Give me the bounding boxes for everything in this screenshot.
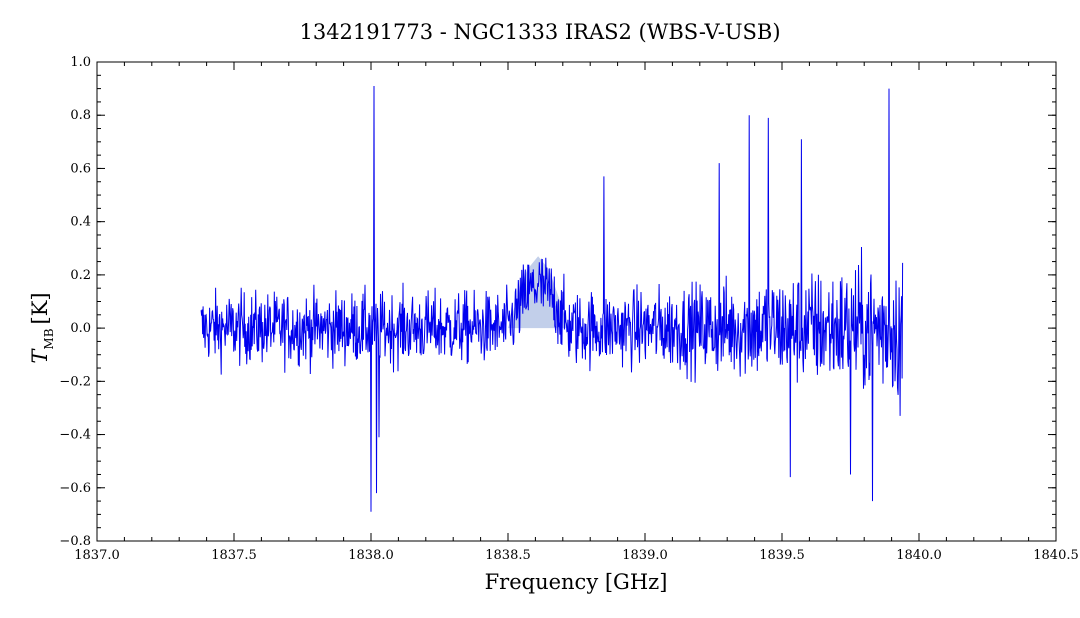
x-tick-label: 1839.5 <box>759 548 805 563</box>
spectrum-series <box>200 85 904 512</box>
svg-text:TMB[K]: TMB [K] <box>28 292 56 363</box>
y-axis-label-unit: [K] <box>28 292 52 324</box>
y-tick-label: 0.6 <box>70 161 91 176</box>
y-axis-label-symbol: T <box>28 348 52 364</box>
y-tick-label: 1.0 <box>70 55 91 70</box>
x-tick-label: 1839.0 <box>622 548 668 563</box>
y-axis-label-subscript: MB <box>42 328 56 349</box>
y-tick-label: 0.4 <box>70 215 91 230</box>
y-tick-label: −0.2 <box>59 374 91 389</box>
x-axis-ticks: 1837.0 1837.5 1838.0 1838.5 1839.0 1839.5 1840… <box>74 62 1079 563</box>
chart-title: 1342191773 - NGC1333 IRAS2 (WBS-V-USB) <box>299 20 780 44</box>
y-tick-label: −0.4 <box>59 428 91 443</box>
y-axis-label: TMB [K] <box>28 292 56 363</box>
x-tick-label: 1840.5 <box>1033 548 1079 563</box>
y-tick-label: −0.6 <box>59 481 91 496</box>
y-tick-label: 0.2 <box>70 268 91 283</box>
x-tick-label: 1837.0 <box>74 548 120 563</box>
x-axis-label: Frequency [GHz] <box>485 570 668 594</box>
spectrum-line <box>200 85 904 512</box>
x-tick-label: 1837.5 <box>211 548 257 563</box>
x-tick-label: 1838.5 <box>485 548 531 563</box>
y-axis-ticks: −0.8 −0.6 −0.4 −0.2 0.0 0.2 0.4 0.6 0.8 1.0 <box>59 55 1056 549</box>
y-tick-label: −0.8 <box>59 534 91 549</box>
x-tick-label: 1838.0 <box>348 548 394 563</box>
x-tick-label: 1840.0 <box>896 548 942 563</box>
plot-area <box>200 85 904 512</box>
y-tick-label: 0.8 <box>70 108 91 123</box>
y-tick-label: 0.0 <box>70 321 91 336</box>
